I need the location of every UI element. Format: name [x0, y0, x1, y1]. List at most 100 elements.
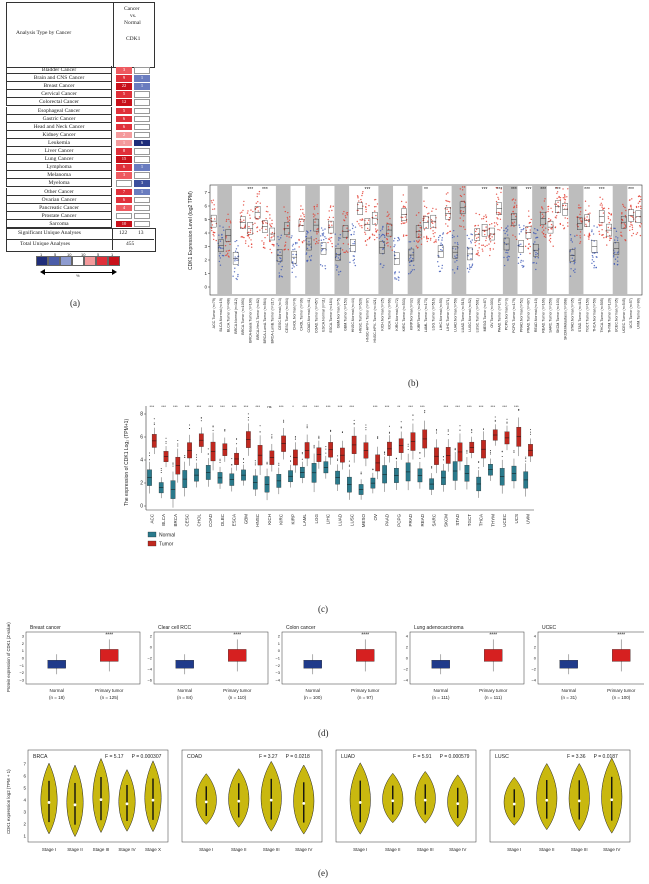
x-tick-label: SARC.Tumor (n=259): [549, 298, 553, 333]
data-point: [426, 213, 429, 215]
data-point: [213, 218, 216, 220]
outlier: [435, 432, 437, 434]
data-point: [452, 269, 454, 271]
data-point: [365, 208, 367, 211]
data-point: [210, 200, 213, 202]
data-point: [523, 225, 525, 227]
data-point: [373, 206, 376, 208]
timer-column: [495, 186, 503, 231]
timer-column: [363, 203, 371, 246]
data-point: [219, 247, 222, 249]
data-point: [441, 264, 444, 267]
data-point: [486, 244, 488, 247]
data-point: [327, 218, 329, 221]
x-tick-label: ACC.Tumor (n=79): [212, 298, 216, 328]
data-point: [616, 264, 619, 266]
data-point: [320, 239, 323, 241]
data-point: [528, 243, 530, 245]
data-point: [380, 234, 383, 237]
data-point: [533, 261, 535, 264]
data-point: [637, 195, 640, 198]
data-point: [225, 250, 228, 252]
data-point: [310, 259, 312, 261]
data-point: [313, 216, 315, 218]
data-point: [599, 196, 601, 199]
significance-mark: ***: [302, 404, 307, 409]
data-point: [489, 247, 491, 250]
data-point: [338, 254, 340, 257]
data-point: [434, 240, 436, 243]
data-point: [541, 213, 544, 215]
significance-mark: ***: [540, 187, 546, 193]
x-tick-label: TGCT.Tumor (n=150): [585, 298, 589, 332]
cancer-type-label: Other Cancer: [6, 187, 112, 196]
data-point: [265, 228, 267, 231]
significance-mark: ****: [105, 632, 113, 638]
data-point: [587, 213, 589, 215]
cancer-type-label: Brain and CNS Cancer: [6, 74, 112, 83]
data-point: [620, 231, 622, 234]
data-point: [588, 220, 590, 223]
data-point: [325, 237, 327, 240]
timer-column: [612, 227, 620, 266]
outlier: [165, 437, 167, 439]
legend-swatch: [72, 256, 84, 266]
data-point: [278, 238, 280, 241]
x-tick-label: LUSC: [349, 513, 354, 526]
data-point: [483, 215, 485, 218]
data-point: [375, 230, 377, 233]
data-point: [317, 242, 319, 244]
data-point: [306, 230, 308, 232]
data-point: [425, 206, 428, 209]
data-point: [447, 200, 450, 203]
data-point: [279, 261, 282, 263]
data-point: [353, 262, 355, 264]
upregulated-count: [116, 212, 132, 220]
data-point: [569, 234, 572, 236]
data-point: [382, 233, 385, 236]
data-point: [503, 264, 506, 267]
data-point: [337, 243, 339, 245]
data-point: [576, 216, 579, 218]
category-group: [299, 424, 310, 484]
downregulated-count: [134, 156, 150, 163]
data-point: [329, 206, 332, 208]
x-tick-label: STAD.Tumor (n=415): [578, 298, 582, 332]
data-point: [469, 240, 472, 242]
data-point: [234, 240, 236, 243]
stage-label: Stage II: [231, 847, 247, 852]
f-stat: F = 3.27: [259, 754, 278, 760]
data-point: [353, 241, 356, 243]
data-point: [398, 271, 400, 273]
outlier: [189, 428, 191, 430]
data-point: [385, 232, 388, 235]
data-point: [303, 240, 305, 242]
n-normal: (n = 100): [304, 695, 323, 700]
data-point: [280, 257, 282, 260]
data-point: [222, 255, 225, 257]
data-point: [629, 225, 631, 228]
data-point: [631, 215, 633, 218]
gene-header: CDK1: [126, 36, 141, 42]
data-point: [426, 237, 428, 239]
data-point: [563, 228, 565, 230]
data-point: [511, 199, 514, 201]
data-point: [632, 216, 634, 219]
significance-mark: ****: [489, 632, 497, 638]
outlier: [337, 458, 339, 460]
data-point: [213, 235, 215, 237]
data-point: [600, 202, 603, 204]
data-point: [614, 251, 616, 254]
data-point: [228, 256, 230, 258]
outlier: [207, 453, 209, 455]
data-point: [593, 267, 595, 269]
data-point: [478, 243, 480, 245]
oncomine-row: Colorectal Cancer 12: [6, 98, 154, 107]
oncomine-row: Prostate Cancer: [6, 211, 154, 220]
data-point: [264, 247, 266, 249]
legend-tick-4: 10: [81, 252, 86, 257]
data-point: [574, 235, 576, 237]
x-tick-label: STAD.Normal (n=35): [571, 298, 575, 331]
data-point: [519, 253, 522, 256]
outlier: [219, 460, 221, 462]
